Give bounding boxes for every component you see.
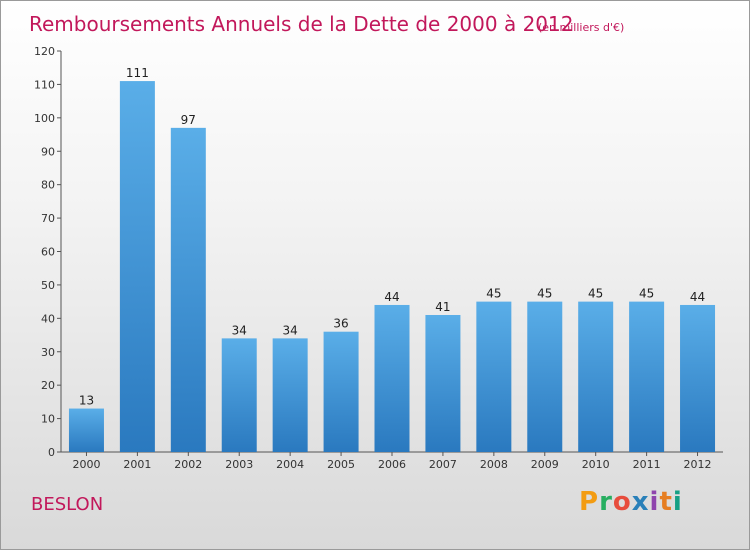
logo-letter: P (579, 487, 600, 517)
x-tick-label: 2011 (633, 458, 661, 471)
bar-value-label: 44 (690, 290, 705, 304)
y-tick-label: 100 (34, 112, 55, 125)
x-tick-label: 2007 (429, 458, 457, 471)
x-tick-label: 2003 (225, 458, 253, 471)
y-tick-label: 30 (41, 346, 55, 359)
y-tick-label: 70 (41, 212, 55, 225)
logo-letter: t (659, 487, 673, 517)
bars: 13 111 97 34 34 36 44 41 45 45 45 45 44 (68, 66, 716, 452)
y-tick-label: 60 (41, 246, 55, 259)
bar (68, 408, 104, 452)
x-tick-label: 2006 (378, 458, 406, 471)
y-tick-label: 110 (34, 78, 55, 91)
x-tick-label: 2000 (72, 458, 100, 471)
x-tick-label: 2008 (480, 458, 508, 471)
bar-value-label: 111 (126, 66, 149, 80)
bar (119, 81, 155, 452)
bar (578, 301, 614, 452)
bar-value-label: 36 (333, 317, 348, 331)
x-tick-label: 2012 (684, 458, 712, 471)
y-tick-label: 0 (48, 446, 55, 459)
y-tick-label: 90 (41, 145, 55, 158)
y-tick-label: 10 (41, 413, 55, 426)
bar-value-label: 45 (537, 287, 552, 301)
axes: 0 10 20 30 40 50 60 70 80 90 100 110 120 2000 2001 2002… (34, 45, 723, 471)
commune-name: BESLON (31, 494, 104, 515)
chart-title: Remboursements Annuels de la Dette de 20… (29, 12, 573, 36)
bar-value-label: 34 (232, 323, 247, 337)
x-tick-label: 2005 (327, 458, 355, 471)
y-tick-label: 120 (34, 45, 55, 58)
bar-value-label: 45 (639, 287, 654, 301)
bar-value-label: 45 (486, 287, 501, 301)
bar-value-label: 97 (181, 113, 196, 127)
y-tick-label: 80 (41, 179, 55, 192)
bar (272, 338, 308, 452)
bar (425, 314, 461, 452)
bar (629, 301, 665, 452)
x-tick-label: 2002 (174, 458, 202, 471)
logo-letter: i (672, 487, 683, 517)
x-tick-label: 2001 (123, 458, 151, 471)
bar (170, 127, 206, 452)
bar (527, 301, 563, 452)
logo-letter: i (649, 487, 660, 517)
bar (221, 338, 257, 452)
bar (323, 331, 359, 452)
x-tick-label: 2004 (276, 458, 304, 471)
logo-letter: x (631, 487, 650, 517)
logo-letter: r (599, 487, 613, 517)
bar-value-label: 41 (435, 300, 450, 314)
bar (476, 301, 512, 452)
y-tick-label: 40 (41, 312, 55, 325)
logo-letter: o (612, 487, 632, 517)
x-tick-label: 2010 (582, 458, 610, 471)
y-tick-label: 20 (41, 379, 55, 392)
chart-subtitle: (en milliers d'€) (538, 21, 624, 34)
bar (374, 304, 410, 452)
x-tick-label: 2009 (531, 458, 559, 471)
bar-value-label: 45 (588, 287, 603, 301)
y-tick-label: 50 (41, 279, 55, 292)
bar-value-label: 13 (79, 394, 94, 408)
bar (680, 304, 716, 452)
bar-value-label: 34 (283, 323, 298, 337)
proxiti-logo: Proxiti (579, 487, 683, 517)
bar-value-label: 44 (384, 290, 399, 304)
